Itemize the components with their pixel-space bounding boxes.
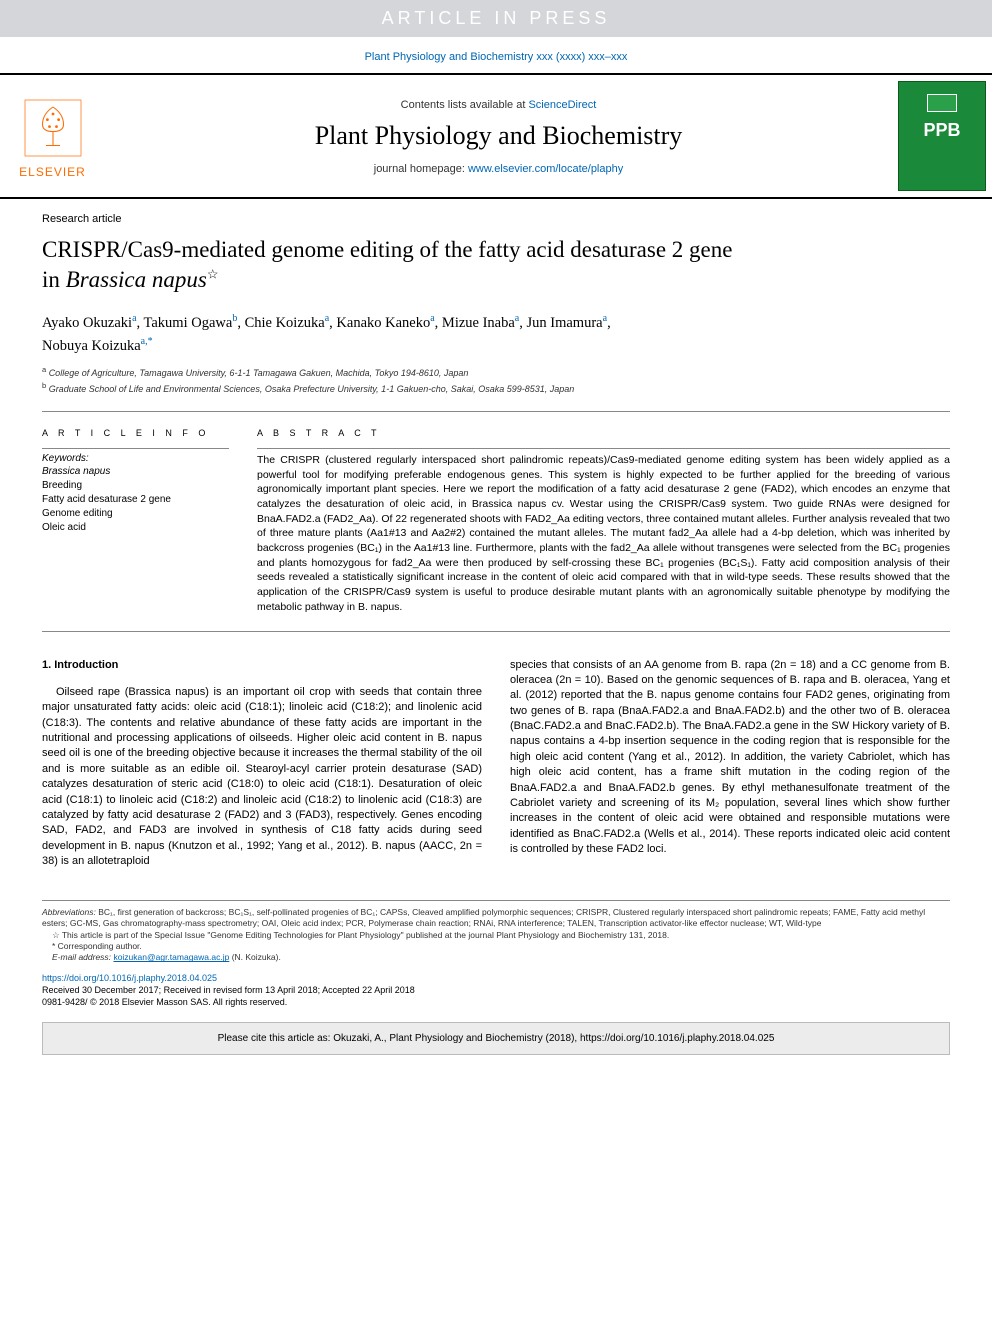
abbreviations: Abbreviations: BC₁, first generation of …: [42, 907, 950, 930]
article-info-label: A R T I C L E I N F O: [42, 428, 229, 438]
author: Kanako Kaneko: [336, 315, 430, 331]
author: Ayako Okuzaki: [42, 315, 132, 331]
author: Mizue Inaba: [442, 315, 515, 331]
keyword: Fatty acid desaturase 2 gene: [42, 493, 229, 507]
header-band: ELSEVIER Contents lists available at Sci…: [0, 73, 992, 199]
article-info-col: A R T I C L E I N F O Keywords: Brassica…: [42, 428, 257, 615]
cover-abbrev: PPB: [923, 120, 960, 141]
journal-reference: Plant Physiology and Biochemistry xxx (x…: [0, 37, 992, 73]
journal-title: Plant Physiology and Biochemistry: [105, 121, 892, 151]
special-issue-note: ☆ This article is part of the Special Is…: [42, 930, 950, 941]
author-affil: a,*: [141, 336, 153, 347]
header-center: Contents lists available at ScienceDirec…: [105, 75, 892, 197]
author-affil: a: [430, 313, 434, 324]
homepage-line: journal homepage: www.elsevier.com/locat…: [105, 163, 892, 175]
contents-lists-line: Contents lists available at ScienceDirec…: [105, 99, 892, 111]
elsevier-tree-icon: [18, 93, 88, 163]
author: Chie Koizuka: [245, 315, 325, 331]
author-affil: a: [325, 313, 329, 324]
doi-link[interactable]: https://doi.org/10.1016/j.plaphy.2018.04…: [42, 973, 217, 983]
homepage-prefix: journal homepage:: [374, 163, 468, 175]
elsevier-logo-text: ELSEVIER: [19, 165, 86, 179]
elsevier-logo: ELSEVIER: [0, 75, 105, 197]
abstract-label: A B S T R A C T: [257, 428, 950, 438]
author: Jun Imamura: [527, 315, 603, 331]
body-columns: 1. Introduction Oilseed rape (Brassica n…: [42, 658, 950, 870]
author-affil: b: [232, 313, 237, 324]
keywords-label: Keywords:: [42, 448, 229, 464]
keyword: Brassica napus: [42, 465, 229, 479]
info-abstract-row: A R T I C L E I N F O Keywords: Brassica…: [42, 412, 950, 631]
abstract-col: A B S T R A C T The CRISPR (clustered re…: [257, 428, 950, 615]
author: Nobuya Koizuka: [42, 338, 141, 354]
affiliation-a: College of Agriculture, Tamagawa Univers…: [49, 368, 469, 378]
affiliations: a College of Agriculture, Tamagawa Unive…: [42, 364, 950, 397]
introduction-heading: 1. Introduction: [42, 658, 482, 673]
author: Takumi Ogawa: [144, 315, 233, 331]
doi-block: https://doi.org/10.1016/j.plaphy.2018.04…: [42, 972, 950, 1008]
title-star-icon: ☆: [207, 266, 219, 281]
cite-box: Please cite this article as: Okuzaki, A.…: [42, 1022, 950, 1055]
body-col-left: 1. Introduction Oilseed rape (Brassica n…: [42, 658, 482, 870]
article-in-press-banner: ARTICLE IN PRESS: [0, 0, 992, 37]
copyright-line: 0981-9428/ © 2018 Elsevier Masson SAS. A…: [42, 997, 287, 1007]
article-title: CRISPR/Cas9-mediated genome editing of t…: [42, 235, 950, 295]
abstract-text: The CRISPR (clustered regularly interspa…: [257, 448, 950, 615]
keyword: Genome editing: [42, 507, 229, 521]
authors-list: Ayako Okuzakia, Takumi Ogawab, Chie Koiz…: [42, 311, 950, 358]
journal-cover-thumb: PPB: [892, 75, 992, 197]
article-type: Research article: [42, 213, 950, 225]
title-line2-prefix: in: [42, 267, 66, 292]
divider: [42, 631, 950, 632]
sciencedirect-link[interactable]: ScienceDirect: [528, 99, 596, 111]
keyword: Oleic acid: [42, 521, 229, 535]
footnotes: Abbreviations: BC₁, first generation of …: [42, 900, 950, 964]
author-affil: a: [132, 313, 136, 324]
intro-para-2: species that consists of an AA genome fr…: [510, 658, 950, 858]
affiliation-b: Graduate School of Life and Environmenta…: [49, 384, 575, 394]
email-line: E-mail address: koizukan@agr.tamagawa.ac…: [42, 952, 950, 963]
title-line1: CRISPR/Cas9-mediated genome editing of t…: [42, 237, 732, 262]
received-dates: Received 30 December 2017; Received in r…: [42, 985, 415, 995]
intro-para-1: Oilseed rape (Brassica napus) is an impo…: [42, 685, 482, 870]
author-affil: a: [515, 313, 519, 324]
keyword: Breeding: [42, 479, 229, 493]
body-col-right: species that consists of an AA genome fr…: [510, 658, 950, 870]
contents-prefix: Contents lists available at: [401, 99, 529, 111]
title-species: Brassica napus: [66, 267, 207, 292]
email-link[interactable]: koizukan@agr.tamagawa.ac.jp: [113, 952, 229, 962]
author-affil: a: [603, 313, 607, 324]
homepage-link[interactable]: www.elsevier.com/locate/plaphy: [468, 163, 623, 175]
corresponding-author-note: * Corresponding author.: [42, 941, 950, 952]
